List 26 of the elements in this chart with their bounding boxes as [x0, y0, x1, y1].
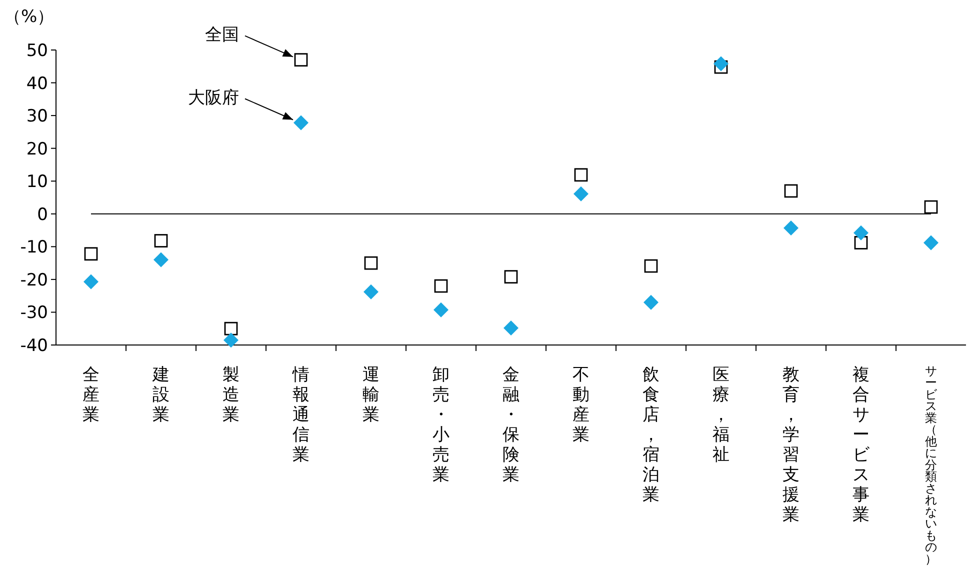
- x-tick-label: 教育，学習支援業: [782, 365, 800, 525]
- y-tick-label: 10: [26, 172, 48, 192]
- x-tick-label: 飲食店，宿泊業: [642, 365, 660, 505]
- y-tick-label: -10: [20, 238, 48, 258]
- annotation: 大阪府: [188, 88, 239, 108]
- y-tick-label: 40: [26, 74, 48, 94]
- x-tick-label: 運輸業: [362, 365, 380, 425]
- y-tick-label: 50: [26, 41, 48, 61]
- x-tick-label: 全産業: [82, 365, 100, 425]
- x-tick-label: 建設業: [152, 365, 170, 425]
- y-tick-label: 20: [26, 139, 48, 160]
- x-tick-label: 不動産業: [572, 365, 590, 445]
- y-tick-label: 30: [26, 106, 48, 127]
- x-tick-label: 金融・保険業: [502, 365, 520, 485]
- x-tick-label: 製造業: [222, 365, 240, 425]
- category-label: サービス業（他に分類されないもの）: [925, 364, 937, 566]
- x-tick-label: 情報通信業: [292, 365, 310, 465]
- annotation: 全国: [205, 24, 239, 45]
- x-tick-label: 医療，福祉: [712, 365, 730, 465]
- y-tick-label: -20: [20, 270, 48, 290]
- y-tick-label: -40: [20, 336, 48, 356]
- x-tick-label: 卸売・小売業: [432, 365, 450, 485]
- y-tick-label: 0: [37, 204, 48, 225]
- y-axis-title: （%）: [4, 7, 54, 27]
- y-tick-label: -30: [20, 303, 48, 324]
- x-tick-label: 複合サービス事業: [852, 365, 870, 525]
